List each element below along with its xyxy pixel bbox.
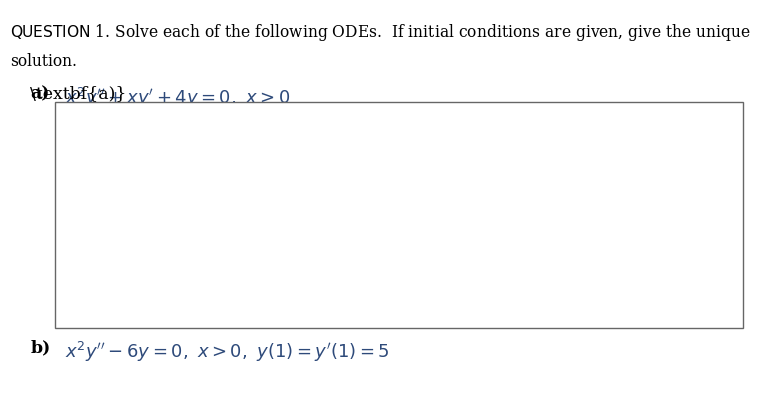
Text: $\mathrm{Q}_{\!}\mathrm{UESTION}$ 1. Solve each of the following ODEs.  If initi: $\mathrm{Q}_{\!}\mathrm{UESTION}$ 1. Sol… xyxy=(10,22,751,44)
Text: solution.: solution. xyxy=(10,53,77,70)
Text: $x^2y'' - 6y = 0,\ x > 0,\ y(1) = y'(1) = 5$: $x^2y'' - 6y = 0,\ x > 0,\ y(1) = y'(1) … xyxy=(65,340,389,364)
Text: \textbf{a)}: \textbf{a)} xyxy=(30,85,127,103)
Text: b): b) xyxy=(30,340,51,357)
Text: $x^2y'' + xy' + 4y = 0,\ x > 0$: $x^2y'' + xy' + 4y = 0,\ x > 0$ xyxy=(65,85,290,109)
Text: a): a) xyxy=(30,85,49,103)
